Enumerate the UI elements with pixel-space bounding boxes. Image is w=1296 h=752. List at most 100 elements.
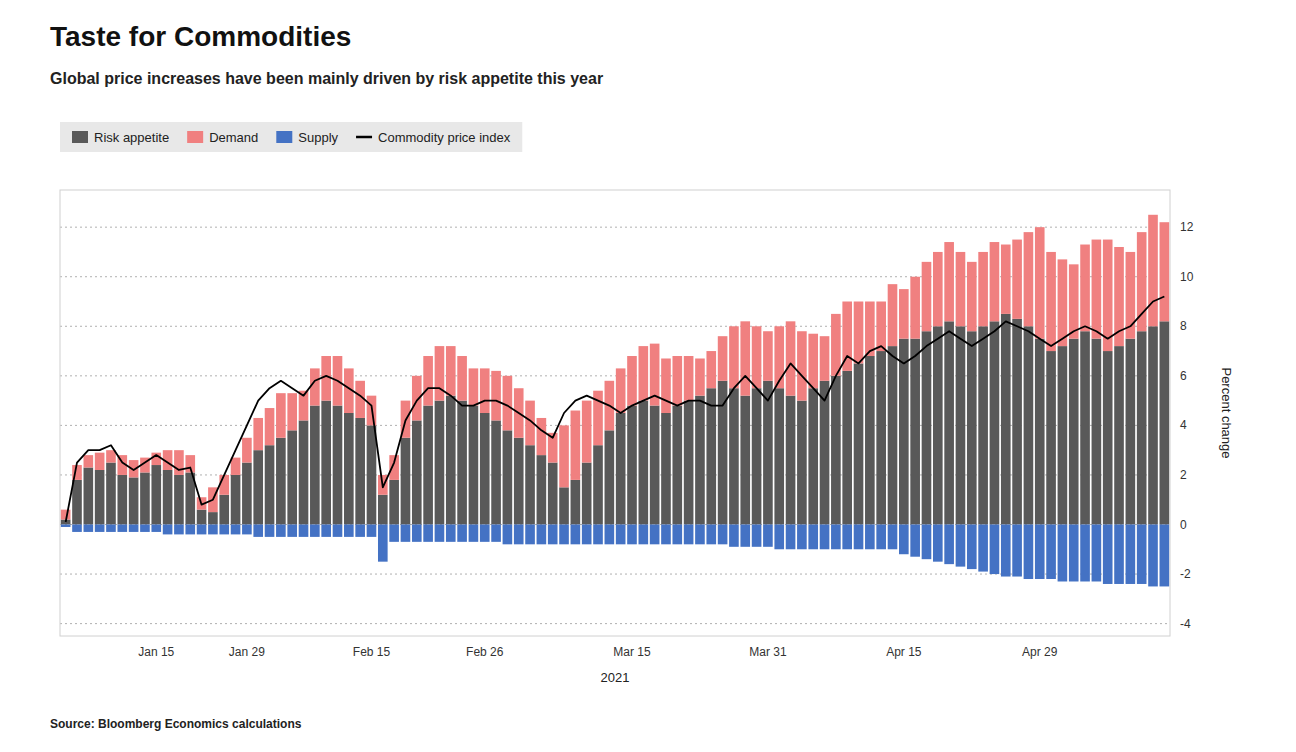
y-tick-label: 10 [1180, 270, 1194, 284]
title: Taste for Commodities [50, 21, 351, 52]
bar [321, 401, 331, 525]
bar [978, 525, 988, 572]
bar [695, 525, 705, 545]
bar [491, 371, 501, 421]
bar [321, 356, 331, 401]
bar [967, 525, 977, 570]
bar [627, 406, 637, 525]
bar [820, 525, 830, 550]
bar [582, 463, 592, 525]
bar [174, 525, 184, 535]
bar [978, 326, 988, 524]
y-tick-label: 0 [1180, 518, 1187, 532]
bar [140, 472, 150, 524]
bar [480, 368, 490, 413]
bar [491, 525, 501, 542]
bar [287, 525, 297, 537]
bar [616, 525, 626, 545]
bar [752, 525, 762, 547]
legend-swatch [356, 136, 372, 139]
bar [876, 351, 886, 524]
bar [661, 358, 671, 413]
bar [72, 525, 82, 532]
bar [503, 430, 513, 524]
bar [1160, 525, 1170, 587]
bar [684, 525, 694, 545]
bar [537, 418, 547, 455]
bar [1092, 525, 1102, 582]
bar [1001, 245, 1011, 314]
bar [729, 326, 739, 388]
bar [763, 331, 773, 381]
bar [639, 525, 649, 545]
bar [287, 393, 297, 430]
bar [899, 289, 909, 339]
bar [1024, 525, 1034, 580]
bar [1092, 339, 1102, 525]
legend-label: Risk appetite [94, 130, 169, 145]
plot-frame [60, 190, 1170, 636]
bar [910, 525, 920, 557]
bar [1035, 339, 1045, 525]
bar [61, 525, 71, 527]
bar [786, 525, 796, 550]
bar [729, 388, 739, 524]
bar [423, 356, 433, 406]
bar [276, 438, 286, 525]
bar [1080, 331, 1090, 524]
bar [990, 525, 1000, 575]
bar [786, 321, 796, 395]
bar [956, 252, 966, 326]
bar [763, 381, 773, 525]
bar [616, 368, 626, 413]
bar [1046, 351, 1056, 524]
bar [84, 455, 94, 467]
bar [242, 463, 252, 525]
bar [616, 413, 626, 525]
bar [808, 334, 818, 389]
bar [729, 525, 739, 547]
bar [808, 525, 818, 550]
bar [865, 525, 875, 550]
legend-label: Demand [209, 130, 258, 145]
bar [106, 525, 116, 532]
bar [446, 346, 456, 396]
legend-background [60, 122, 522, 152]
bar [163, 470, 173, 525]
line [66, 297, 1165, 522]
bar [1137, 525, 1147, 584]
bar [627, 525, 637, 545]
bar [593, 445, 603, 524]
bar [1069, 264, 1079, 338]
bar [389, 525, 399, 542]
bar [548, 463, 558, 525]
bar [820, 381, 830, 525]
bar [1012, 240, 1022, 319]
bar [1046, 525, 1056, 580]
x-tick-label: Apr 15 [886, 645, 922, 659]
bar-series [61, 314, 1169, 525]
bar [129, 477, 139, 524]
bar [514, 525, 524, 545]
bar [389, 480, 399, 525]
bar [661, 525, 671, 545]
bar [333, 406, 343, 525]
legend-swatch [276, 131, 292, 143]
bar [344, 413, 354, 525]
bar [140, 525, 150, 532]
bar [355, 525, 365, 537]
bar [151, 525, 161, 532]
legend: Risk appetiteDemandSupplyCommodity price… [60, 122, 522, 152]
bar [265, 445, 275, 524]
bar [1080, 245, 1090, 332]
bar [1103, 240, 1113, 351]
bar [367, 525, 377, 537]
source: Source: Bloomberg Economics calculations [50, 717, 302, 731]
legend-label: Commodity price index [378, 130, 511, 145]
bar [265, 408, 275, 445]
bar [865, 356, 875, 524]
bar [299, 420, 309, 524]
bar [706, 525, 716, 545]
bar [695, 396, 705, 525]
bar [1024, 232, 1034, 326]
